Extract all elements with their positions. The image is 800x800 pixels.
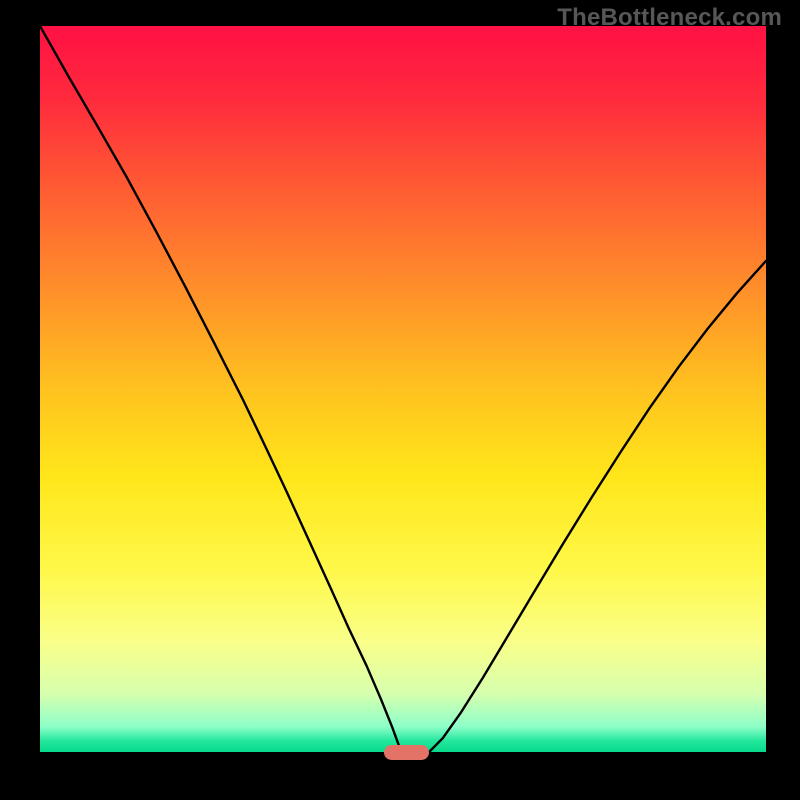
minimum-marker xyxy=(384,745,429,760)
plot-area xyxy=(40,26,766,760)
canvas-root: TheBottleneck.com xyxy=(0,0,800,800)
watermark-text: TheBottleneck.com xyxy=(557,4,782,32)
bottleneck-curve xyxy=(40,26,766,760)
curve-path xyxy=(40,26,766,758)
